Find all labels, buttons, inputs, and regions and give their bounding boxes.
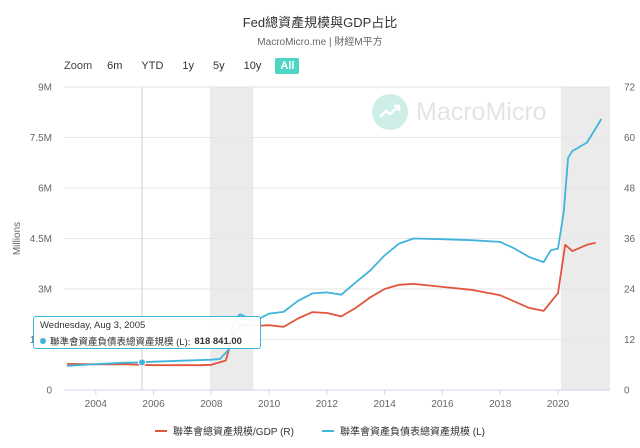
zoom-1y-button[interactable]: 1y — [182, 60, 195, 72]
legend-label-total-assets: 聯準會資產負債表總資產規模 (L) — [339, 427, 485, 438]
y-left-axis-label: Millions — [12, 222, 23, 255]
zoom-bar: Zoom 6m YTD 1y 5y 10y All — [64, 58, 308, 74]
zoom-label: Zoom — [64, 60, 93, 72]
x-tick-label: 2012 — [316, 399, 339, 410]
macromicro-logo-icon — [372, 94, 408, 130]
chart-title: Fed總資產規模與GDP占比 — [242, 15, 398, 30]
chart-legend: 聯準會總資產規模/GDP (R) 聯準會資產負債表總資產規模 (L) — [0, 423, 640, 438]
watermark-text: MacroMicro — [416, 97, 547, 126]
y-right-tick-label: 12 — [624, 335, 636, 346]
tooltip-series-dot — [40, 338, 46, 344]
hover-point[interactable] — [138, 358, 146, 367]
tooltip-value: 818 841.00 — [194, 335, 242, 347]
y-left-tick-label: 4.5M — [30, 234, 52, 245]
y-left-tick-label: 9M — [38, 83, 52, 94]
y-left-tick-label: 0 — [46, 386, 52, 397]
series-line-gdp-ratio[interactable] — [66, 241, 596, 367]
y-right-tick-label: 60 — [624, 133, 636, 144]
legend-item-gdp-ratio[interactable]: 聯準會總資產規模/GDP (R) — [155, 423, 294, 438]
y-right-tick-label: 24 — [624, 285, 636, 296]
y-right-tick-label: 0 — [624, 386, 630, 397]
y-left-tick-label: 7.5M — [30, 133, 52, 144]
y-right-tick-label: 48 — [624, 184, 636, 195]
legend-swatch-red — [155, 429, 168, 432]
x-tick-label: 2016 — [431, 399, 454, 410]
chart-subtitle: MacroMicro.me | 財經M平方 — [257, 37, 383, 48]
zoom-all-button[interactable]: All — [275, 58, 300, 74]
x-tick-label: 2020 — [547, 399, 570, 410]
x-tick-label: 2004 — [85, 399, 108, 410]
zoom-6m-button[interactable]: 6m — [107, 60, 123, 72]
tooltip-series-name: 聯準會資產負債表總資產規模 (L): — [50, 337, 191, 348]
x-tick-label: 2006 — [142, 399, 165, 410]
legend-label-gdp-ratio: 聯準會總資產規模/GDP (R) — [173, 427, 294, 438]
y-right-tick-label: 36 — [624, 234, 636, 245]
chart-tooltip: Wednesday, Aug 3, 2005 聯準會資產負債表總資產規模 (L)… — [33, 316, 261, 349]
legend-swatch-blue — [321, 429, 334, 432]
y-right-tick-label: 72 — [624, 83, 636, 94]
zoom-ytd-button[interactable]: YTD — [141, 60, 164, 72]
tooltip-date: Wednesday, Aug 3, 2005 — [40, 320, 146, 331]
zoom-5y-button[interactable]: 5y — [213, 60, 225, 72]
legend-item-total-assets[interactable]: 聯準會資產負債表總資產規模 (L) — [321, 423, 485, 438]
series-line-total-assets[interactable] — [66, 118, 603, 367]
x-tick-label: 2010 — [258, 399, 281, 410]
zoom-10y-button[interactable]: 10y — [243, 60, 262, 72]
x-tick-label: 2018 — [489, 399, 512, 410]
y-left-tick-label: 3M — [38, 285, 52, 296]
macromicro-watermark: MacroMicro — [372, 94, 547, 130]
y-left-tick-label: 6M — [38, 184, 52, 195]
x-tick-label: 2008 — [200, 399, 223, 410]
x-tick-label: 2014 — [374, 399, 397, 410]
